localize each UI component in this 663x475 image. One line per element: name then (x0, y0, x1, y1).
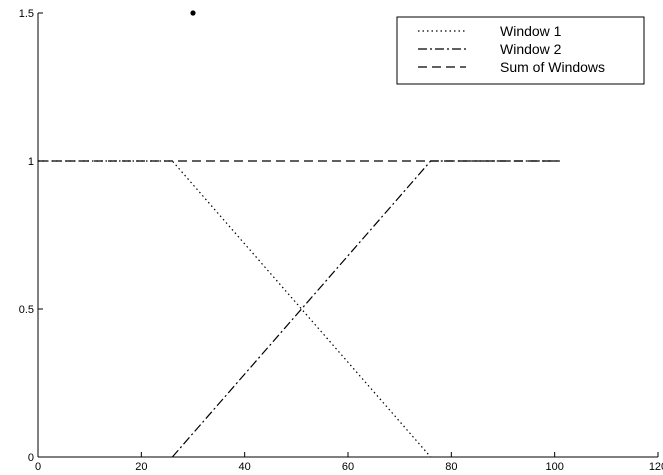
x-tick-label: 100 (545, 461, 563, 473)
legend-label-3: Sum of Windows (500, 59, 605, 75)
legend-box (396, 16, 645, 85)
y-tick-label: 1.5 (19, 8, 34, 20)
x-tick-label: 80 (445, 461, 457, 473)
legend-items: Window 1 Window 2 Sum of Windows (418, 23, 605, 75)
y-tick-label: 0.5 (19, 304, 34, 316)
x-tick-label: 120 (649, 461, 663, 473)
x-tick-label: 20 (135, 461, 147, 473)
series-lines (38, 160, 560, 458)
data-point-marker (190, 10, 196, 16)
legend-label-2: Window 2 (500, 41, 562, 57)
x-tick-label: 0 (35, 461, 41, 473)
series-line-2 (171, 160, 560, 458)
series-line-1 (38, 160, 432, 458)
x-tick-label: 40 (239, 461, 251, 473)
y-axis-ticks: 0 0.5 1 1.5 (19, 8, 43, 464)
data-markers (190, 10, 196, 16)
legend-label-1: Window 1 (500, 23, 562, 39)
y-tick-label: 0 (28, 452, 34, 464)
x-tick-label: 60 (342, 461, 354, 473)
x-axis-ticks: 0 20 40 60 80 100 120 (35, 452, 663, 473)
legend: Window 1 Window 2 Sum of Windows (396, 16, 645, 85)
y-tick-label: 1 (28, 156, 34, 168)
